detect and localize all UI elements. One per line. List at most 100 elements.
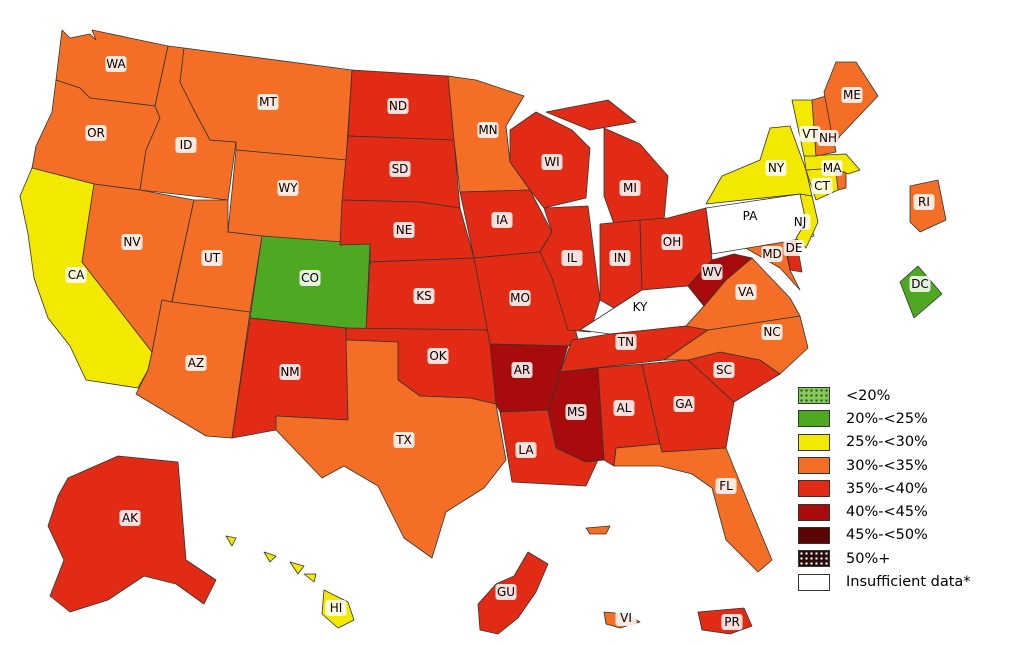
state-label-bg xyxy=(279,364,301,380)
state-label-bg xyxy=(629,299,651,315)
state-label-md: MD xyxy=(761,246,783,262)
state-label-text: IA xyxy=(496,213,509,227)
state-label-de: DE xyxy=(783,240,805,256)
state-label-text: VI xyxy=(620,611,632,625)
legend-label: Insufficient data* xyxy=(846,574,971,591)
state-label-sd: SD xyxy=(389,161,411,177)
legend-swatch xyxy=(798,503,830,521)
state-label-bg xyxy=(615,334,637,350)
state-label-bg xyxy=(765,160,787,176)
state-label-tn: TN xyxy=(615,334,637,350)
state-label-la: LA xyxy=(515,442,537,458)
state-label-text: NY xyxy=(768,161,785,175)
state-label-text: MI xyxy=(623,181,637,195)
state-label-hi: HI xyxy=(325,600,347,616)
state-label-text: RI xyxy=(918,195,930,209)
state-label-text: NH xyxy=(819,131,837,145)
state-label-text: AL xyxy=(617,401,632,415)
state-label-wa: WA xyxy=(105,56,127,72)
state-label-text: IN xyxy=(614,251,627,265)
state-label-ca: CA xyxy=(65,267,87,283)
state-wv[interactable] xyxy=(687,253,753,307)
state-label-ks: KS xyxy=(413,288,435,304)
state-label-nc: NC xyxy=(761,324,783,340)
state-il[interactable] xyxy=(539,205,601,333)
state-label-text: HI xyxy=(330,601,343,615)
state-label-mo: MO xyxy=(509,290,531,306)
state-label-bg xyxy=(257,94,279,110)
legend-item: 45%-<50% xyxy=(798,524,1020,547)
state-label-bg xyxy=(65,267,87,283)
state-label-text: DE xyxy=(786,241,803,255)
state-label-tx: TX xyxy=(393,432,415,448)
state-label-text: ND xyxy=(389,99,407,113)
state-label-ga: GA xyxy=(673,396,695,412)
state-label-ut: UT xyxy=(201,250,223,266)
legend-item: 50%+ xyxy=(798,547,1020,570)
legend: <20% 20%-<25% 25%-<30% 30%-<35% 35%-<40%… xyxy=(798,384,1020,594)
state-label-bg xyxy=(609,250,631,266)
state-ri[interactable] xyxy=(835,171,847,191)
legend-label: 40%-<45% xyxy=(846,504,928,521)
state-label-bg xyxy=(661,234,683,250)
state-label-bg xyxy=(817,130,839,146)
legend-item: 25%-<30% xyxy=(798,431,1020,454)
legend-item: <20% xyxy=(798,384,1020,407)
state-label-text: MT xyxy=(259,95,277,109)
state-ak[interactable] xyxy=(47,455,217,613)
state-label-wy: WY xyxy=(277,180,299,196)
state-label-text: LA xyxy=(518,443,534,457)
state-tx[interactable] xyxy=(275,339,507,559)
legend-swatch xyxy=(798,457,830,475)
state-label-text: GA xyxy=(675,397,693,411)
state-label-bg xyxy=(515,442,537,458)
state-fl[interactable] xyxy=(613,443,773,573)
state-label-text: CT xyxy=(814,179,830,193)
state-wy[interactable] xyxy=(227,149,347,246)
state-label-text: CA xyxy=(68,268,85,282)
state-label-text: DC xyxy=(911,277,929,291)
legend-swatch xyxy=(798,433,830,451)
state-label-bg xyxy=(673,396,695,412)
state-label-mi: MI xyxy=(619,180,641,196)
legend-swatch xyxy=(798,573,830,591)
state-label-bg xyxy=(701,264,723,280)
state-hi[interactable] xyxy=(225,535,355,629)
state-label-bg xyxy=(393,432,415,448)
state-label-va: VA xyxy=(735,284,757,300)
state-label-bg xyxy=(799,126,821,142)
state-label-ms: MS xyxy=(565,404,587,420)
state-label-text: GU xyxy=(497,585,515,599)
state-label-bg xyxy=(277,180,299,196)
state-ny[interactable] xyxy=(705,125,813,205)
state-label-bg xyxy=(121,234,143,250)
state-label-text: KS xyxy=(416,289,432,303)
state-label-bg xyxy=(841,87,863,103)
state-label-mn: MN xyxy=(477,122,499,138)
state-label-text: MN xyxy=(478,123,497,137)
state-label-ak: AK xyxy=(119,510,141,526)
state-label-bg xyxy=(105,56,127,72)
state-label-bg xyxy=(715,478,737,494)
state-label-text: WI xyxy=(544,155,559,169)
state-label-text: NV xyxy=(123,235,141,249)
state-label-text: PA xyxy=(743,209,758,223)
state-label-co: CO xyxy=(299,270,321,286)
state-label-bg xyxy=(909,276,931,292)
state-label-bg xyxy=(477,122,499,138)
state-label-bg xyxy=(427,348,449,364)
state-label-text: OR xyxy=(87,126,105,140)
legend-label: 25%-<30% xyxy=(846,434,928,451)
state-label-ma: MA xyxy=(821,160,843,176)
legend-swatch xyxy=(798,480,830,498)
state-label-text: KY xyxy=(633,300,648,314)
state-label-text: MA xyxy=(823,161,842,175)
state-label-dc: DC xyxy=(909,276,931,292)
state-label-bg xyxy=(541,154,563,170)
state-label-bg xyxy=(413,288,435,304)
state-label-text: SD xyxy=(392,162,409,176)
state-label-text: AK xyxy=(122,511,139,525)
state-label-text: SC xyxy=(716,363,732,377)
state-label-text: PR xyxy=(724,615,740,629)
state-label-text: IL xyxy=(567,251,578,265)
